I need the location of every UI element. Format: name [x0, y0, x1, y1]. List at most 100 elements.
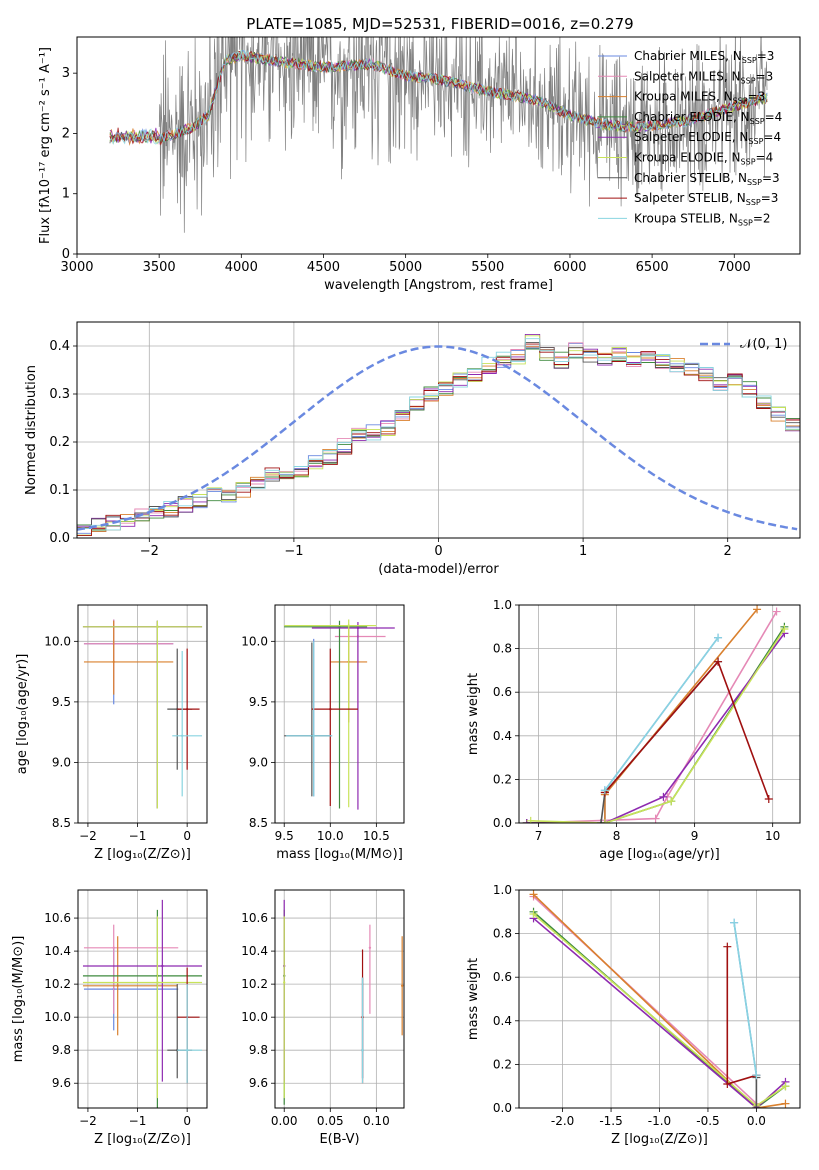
y-tick-label: 1.0 [493, 598, 512, 612]
x-tick-label: 0.00 [271, 1114, 298, 1128]
y-tick-label: 10.0 [44, 1010, 71, 1024]
x-tick-label: -2.0 [551, 1114, 574, 1128]
plus-marker [526, 816, 535, 823]
y-tick-label: 0.4 [49, 339, 70, 354]
mass-vs-ebv-panel: 0.00 0.05 0.10 9.6 9.8 10.0 10.2 10.4 10.6 E(B-V) [241, 889, 405, 1147]
errorbar-plot-area [82, 899, 203, 1108]
x-axis-label: wavelength [Angstrom, rest frame] [324, 278, 553, 293]
plus-marker [659, 792, 668, 801]
y-tick-label: 1.0 [493, 883, 512, 897]
y-tick-label: 10.6 [44, 911, 71, 925]
spectrum-legend: Chabrier MILES, NSSP=3 Salpeter MILES, NS… [598, 49, 782, 227]
x-tick-label: -1.5 [599, 1114, 622, 1128]
x-axis-label: Z [log₁₀(Z/Z⊙)] [94, 1132, 191, 1147]
mass-weight-line-kroupa-stelib [733, 922, 758, 1076]
plus-marker [723, 1080, 732, 1089]
plus-marker [781, 1082, 790, 1091]
y-tick-label: 10.4 [241, 944, 268, 958]
x-axis-label: Z [log₁₀(Z/Z⊙)] [611, 1132, 708, 1147]
x-tick-label: 6000 [553, 260, 586, 275]
y-tick-label: 10.2 [241, 977, 268, 991]
plus-marker [752, 1104, 761, 1108]
data-point [185, 1048, 189, 1052]
histogram-step-line [77, 342, 800, 538]
axes-frame [274, 889, 405, 1109]
x-tick-label: 10.0 [317, 829, 344, 843]
massweight-vs-metallicity-panel: -2.0 -1.5 -1.0 -0.5 0.0 0.0 0.2 0.4 0.6 0.8 1.0 Z [… [466, 883, 801, 1147]
mass-weight-line-salpeter-miles [526, 611, 778, 823]
plus-marker [764, 795, 773, 804]
x-tick-label: 9 [691, 829, 699, 843]
x-axis-label: Z [log₁₀(Z/Z⊙)] [94, 847, 191, 862]
y-tick-label: 8.5 [249, 816, 268, 830]
legend-label: Chabrier MILES, NSSP=3 [634, 49, 774, 65]
y-tick-label: 0.4 [493, 729, 512, 743]
y-axis-label: mass [log₁₀(M/M⊙)] [11, 936, 26, 1063]
plus-marker [723, 942, 732, 951]
axes-frame [76, 36, 801, 255]
x-tick-label: 8 [613, 829, 621, 843]
legend-label: Salpeter STELIB, NSSP=3 [634, 191, 778, 207]
errorbar-plot-area [82, 619, 203, 809]
y-tick-label: 10.6 [241, 911, 268, 925]
x-tick-label: 6500 [636, 260, 669, 275]
plus-marker [600, 819, 609, 823]
legend-label: Kroupa MILES, NSSP=3 [634, 90, 765, 106]
mass-weight-line-kroupa-elodie [530, 628, 786, 823]
y-tick-label: 10.0 [241, 634, 268, 648]
residuals-panel: −2 −1 0 1 2 0.0 0.1 0.2 0.3 0.4 (data-model)/error… [24, 321, 801, 577]
x-tick-label: −2 [79, 1114, 97, 1128]
mass-weight-line-kroupa-miles [532, 893, 786, 1108]
x-tick-label: −2 [79, 829, 97, 843]
y-tick-label: 10.2 [44, 977, 71, 991]
legend-label: Kroupa ELODIE, NSSP=4 [634, 151, 773, 167]
spectrum-panel: 3000 3500 4000 4500 5000 5500 6000 6500 7000 0 1 2 3… [38, 36, 801, 293]
y-tick-label: 9.6 [52, 1076, 71, 1090]
plus-marker [781, 1099, 790, 1108]
x-tick-label: −1 [284, 544, 303, 559]
mass-weight-line-chabrier-miles [526, 637, 719, 823]
y-axis-label: age [log₁₀(age/yr)] [15, 654, 30, 775]
plus-marker [600, 786, 609, 795]
histogram-step-line [77, 338, 800, 538]
y-tick-label: 9.8 [249, 1043, 268, 1057]
x-tick-label: 4000 [225, 260, 258, 275]
plus-marker [752, 1071, 761, 1080]
plus-marker [753, 605, 762, 614]
y-tick-label: 0.0 [493, 816, 512, 830]
x-tick-label: 0.0 [747, 1114, 766, 1128]
y-tick-label: 10.0 [241, 1010, 268, 1024]
data-point [329, 707, 332, 711]
x-tick-label: 0.10 [363, 1114, 390, 1128]
y-tick-label: 0.2 [493, 772, 512, 786]
plus-marker [772, 607, 781, 616]
x-tick-label: 0.05 [317, 1114, 344, 1128]
y-tick-label: 0.2 [49, 435, 70, 450]
axes-frame [274, 604, 405, 824]
data-point [361, 1048, 364, 1052]
y-tick-label: 0.0 [49, 531, 70, 546]
y-tick-label: 0.4 [493, 1014, 512, 1028]
mass-weight-line-salpeter-miles [532, 895, 757, 1105]
x-tick-label: 7 [535, 829, 543, 843]
errorbar-plot-area [283, 899, 404, 1105]
y-tick-label: 9.8 [52, 1043, 71, 1057]
x-tick-label: −1 [129, 829, 147, 843]
x-tick-label: 3500 [143, 260, 176, 275]
y-tick-label: 0.1 [49, 483, 70, 498]
mass-vs-metallicity-panel: −2 −1 0 9.6 9.8 10.0 10.2 10.4 10.6 Z [log₁₀(Z/Z⊙… [11, 889, 208, 1147]
histogram-plot-area [77, 333, 800, 538]
data-point [180, 734, 184, 737]
model-spectrum-line-kroupa-stelib [109, 49, 768, 146]
age-vs-mass-panel: 9.5 10.0 10.5 8.5 9.0 9.5 10.0 mass [log₁₀(M/M⊙… [241, 604, 405, 862]
legend-label: Chabrier ELODIE, NSSP=4 [634, 110, 782, 126]
mass-weight-line-kroupa-miles [526, 608, 758, 823]
massweight-plot-area [522, 605, 789, 823]
spectrum-plot-area [109, 37, 768, 233]
y-tick-label: 0.2 [493, 1057, 512, 1071]
data-point [112, 946, 115, 950]
x-tick-label: 0 [183, 1114, 191, 1128]
errorbar-plot-area [284, 619, 395, 810]
mass-weight-line-salpeter-stelib [726, 946, 757, 1086]
